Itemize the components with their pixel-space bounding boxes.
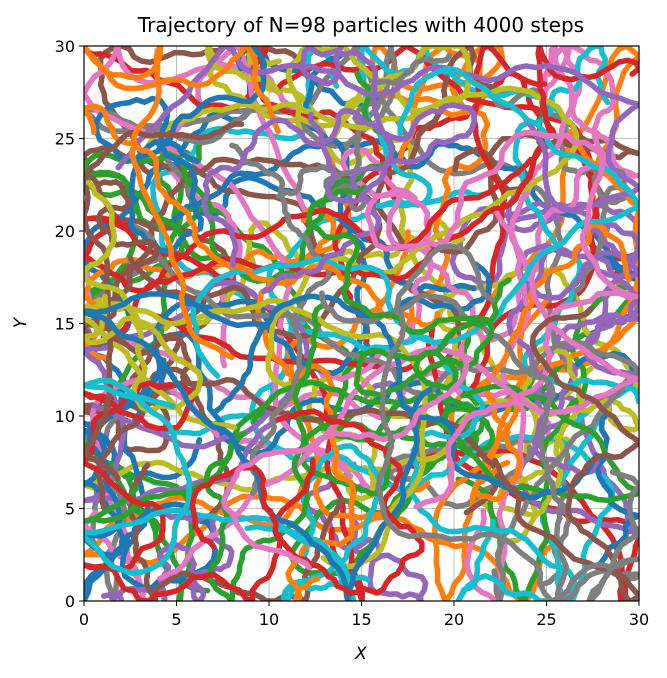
particle-trajectory [364,129,639,510]
x-tick-label: 10 [259,610,279,629]
y-tick-label: 25 [55,130,75,149]
x-tick-label: 15 [351,610,371,629]
particle-trajectory [492,305,639,601]
particle-trajectory [84,121,245,482]
particle-trajectory [221,343,470,571]
particle-trajectory [375,243,639,601]
particle-trajectory [93,46,268,255]
particle-trajectory [84,46,386,344]
y-tick-label: 0 [65,592,75,611]
x-tick-label: 30 [629,610,649,629]
y-tick-label: 30 [55,37,75,56]
particle-trajectory [541,46,639,179]
particle-trajectory [260,46,477,295]
y-tick-label: 15 [55,315,75,334]
particle-trajectory [84,46,281,361]
particle-trajectory [84,148,362,370]
particle-trajectory [306,184,512,399]
particle-trajectory [275,52,453,213]
particle-trajectory [472,221,632,503]
particle-trajectory [229,142,332,497]
particle-trajectory [115,46,639,213]
particle-trajectory [190,65,639,379]
x-tick-label: 20 [444,610,464,629]
y-tick-label: 20 [55,222,75,241]
particle-trajectory [84,156,534,294]
x-axis-label: X [354,644,367,664]
trajectories [84,46,639,601]
particle-trajectory [130,222,639,601]
particle-trajectory [369,46,506,336]
particle-trajectory [488,87,630,304]
particle-trajectory [204,46,473,148]
particle-trajectory [84,380,316,601]
particle-trajectory [84,377,357,601]
y-tick-label: 5 [65,500,75,519]
particle-trajectory [189,408,425,597]
x-tick-label: 0 [79,610,89,629]
x-tick-label: 5 [171,610,181,629]
particle-trajectory [201,107,395,269]
particle-trajectory [319,290,639,601]
x-tick-label: 25 [536,610,556,629]
y-axis-label: Y [11,316,31,328]
chart-title: Trajectory of N=98 particles with 4000 s… [137,13,584,37]
particle-trajectory [302,50,639,283]
axis-ticks: 0 5 10 15 20 25 30 0 5 10 15 20 25 30 [55,37,650,629]
y-tick-label: 10 [55,407,75,426]
